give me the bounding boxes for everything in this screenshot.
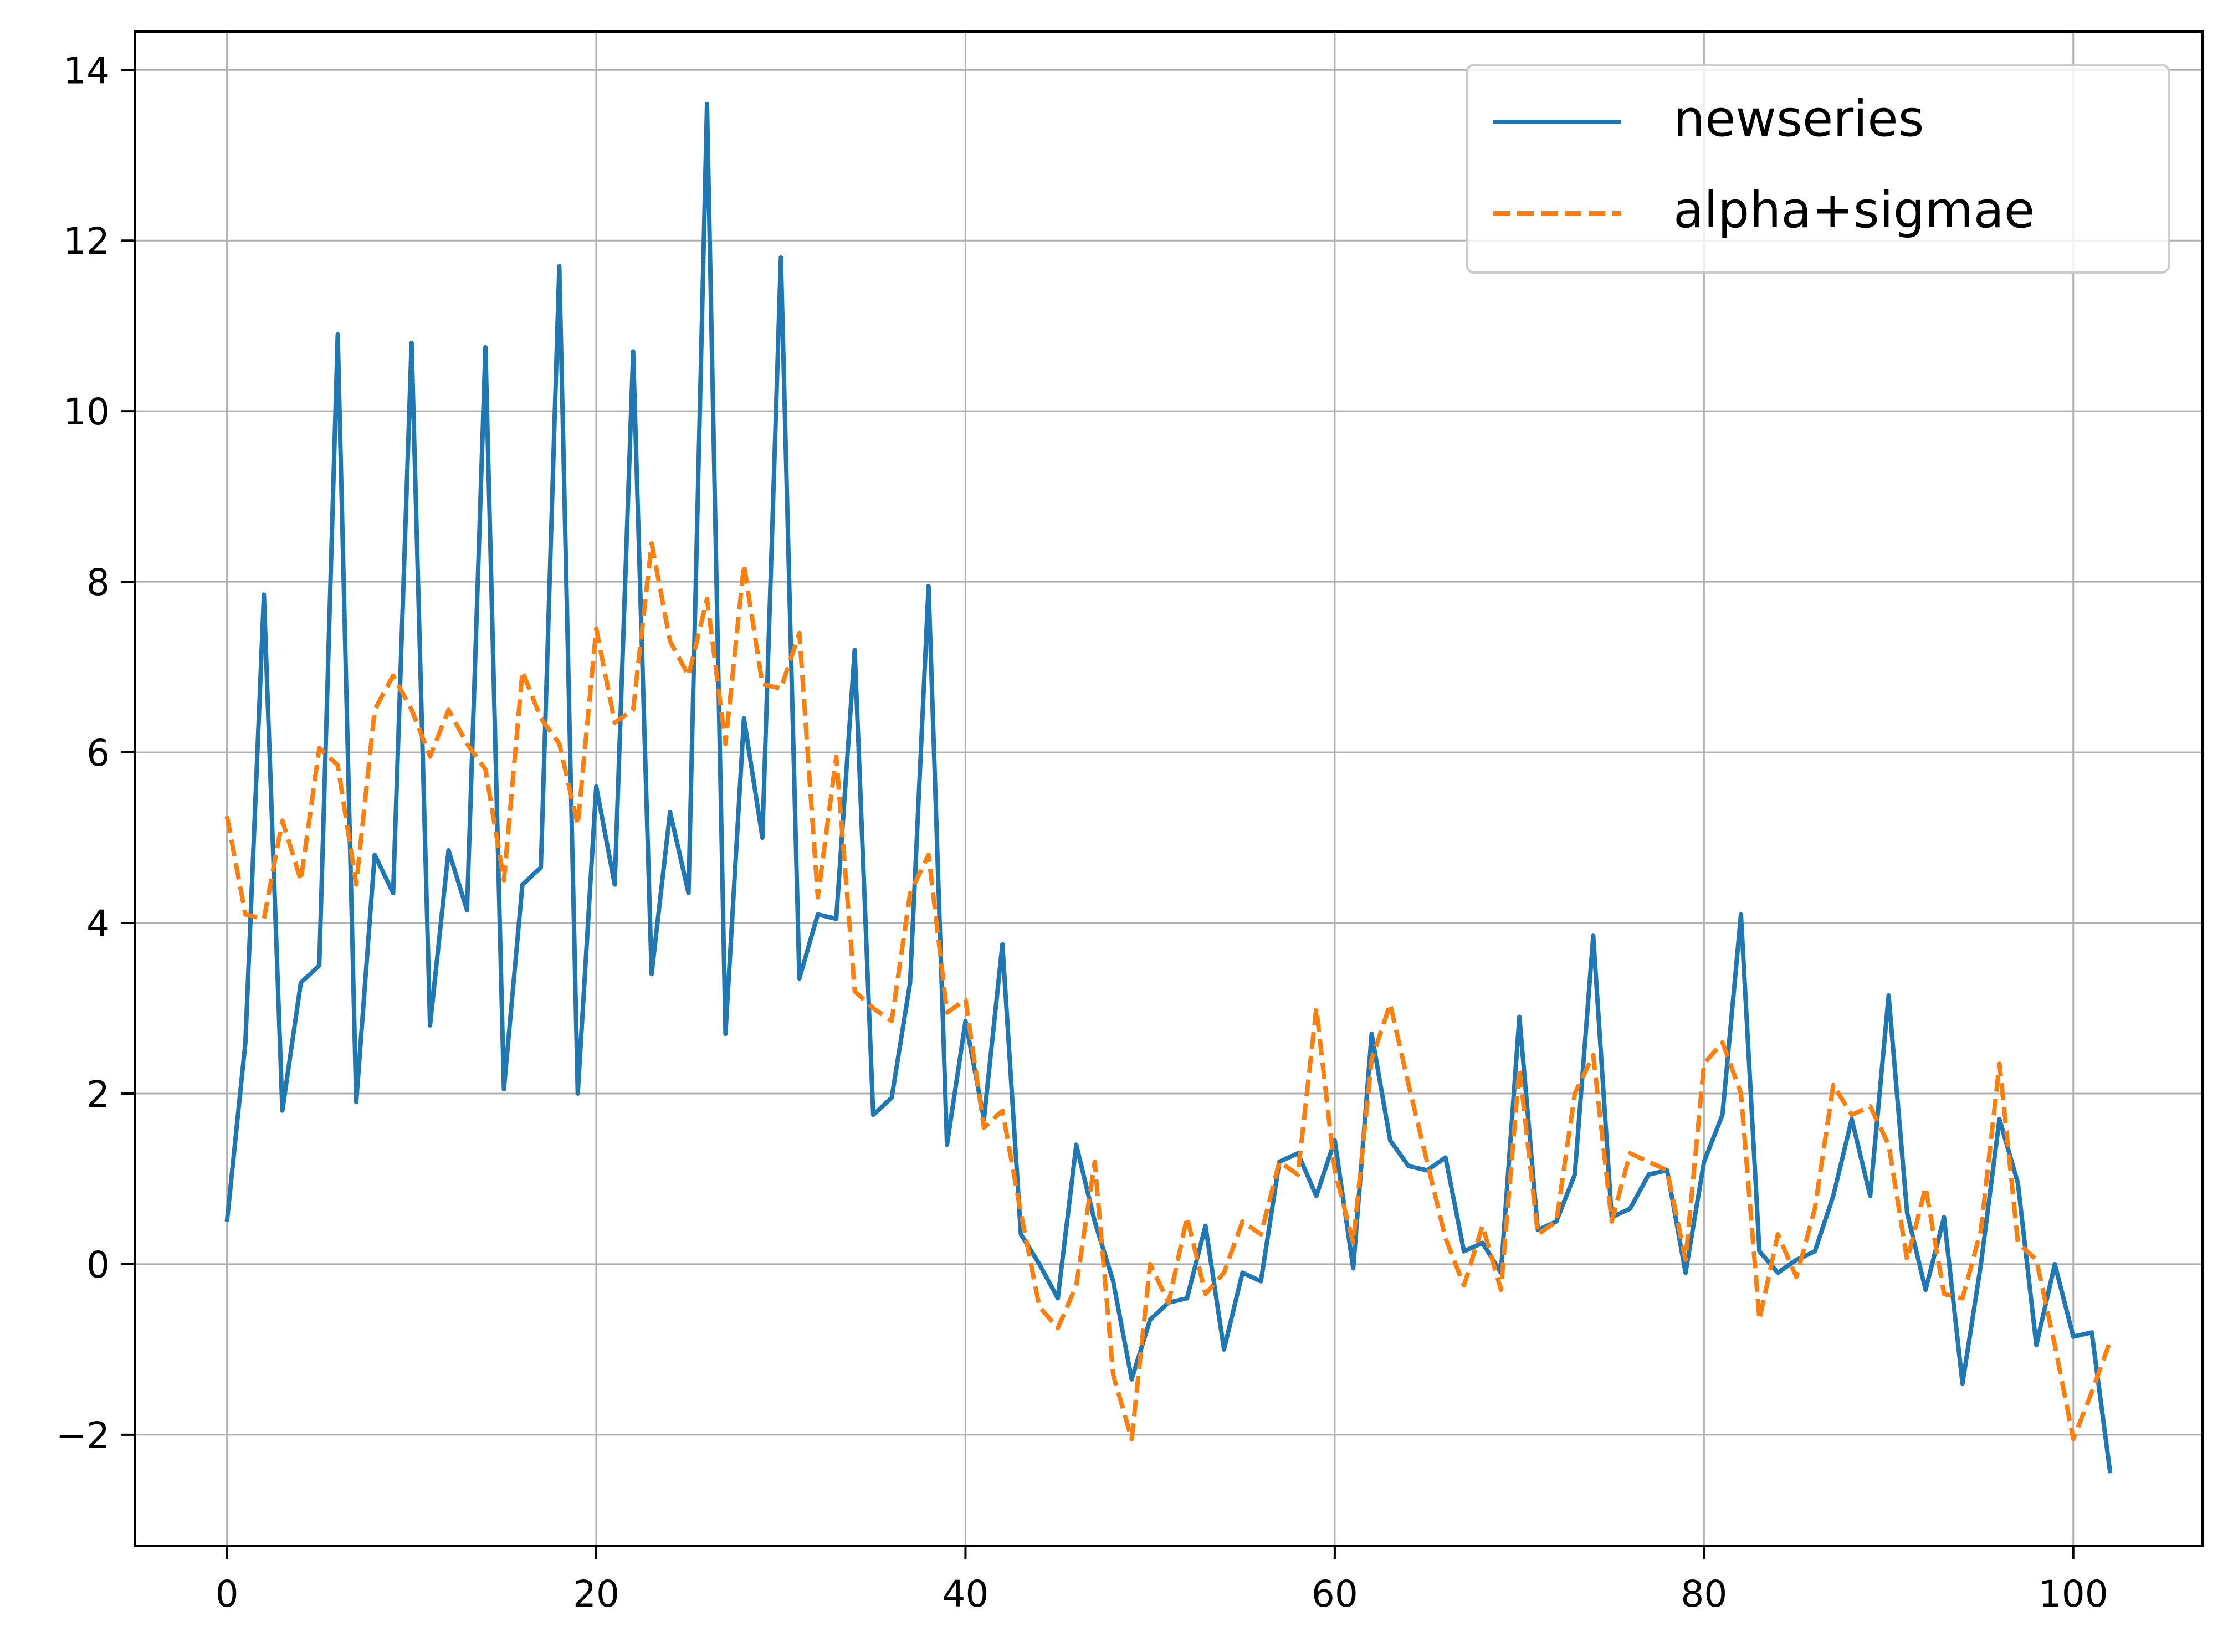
series-group: [224, 101, 2113, 1474]
y-tick-label: 2: [86, 1073, 110, 1116]
x-tick-label: 20: [573, 1573, 619, 1615]
y-tick-label: 6: [86, 732, 110, 774]
x-tick-label: 80: [1681, 1573, 1727, 1615]
legend-label-newseries: newseries: [1673, 90, 1924, 148]
y-tick-label: 10: [63, 391, 110, 433]
legend-box: [1466, 64, 2170, 274]
grid: [135, 32, 2203, 1546]
y-tick-label: 14: [63, 49, 110, 92]
x-tick-label: 100: [2039, 1573, 2108, 1615]
axes-frame: [134, 30, 2204, 1547]
x-tick-label: 40: [942, 1573, 988, 1615]
legend: newseries alpha+sigmae: [1466, 64, 2170, 274]
y-tick-label: 12: [63, 220, 110, 263]
x-tick-label: 0: [216, 1573, 239, 1615]
y-tick-label: −2: [56, 1414, 110, 1457]
y-tick-label: 8: [86, 561, 110, 604]
series-line-alpha-sigmae: [224, 541, 2113, 1441]
x-tick-label: 60: [1312, 1573, 1358, 1615]
axis-ticks: 0 20 40 60 80 100 −2 0 2 4 6 8 10 12 14: [56, 49, 2108, 1615]
y-tick-label: 4: [86, 902, 110, 945]
legend-label-alpha-sigmae: alpha+sigmae: [1673, 181, 2035, 239]
y-tick-label: 0: [86, 1244, 110, 1286]
